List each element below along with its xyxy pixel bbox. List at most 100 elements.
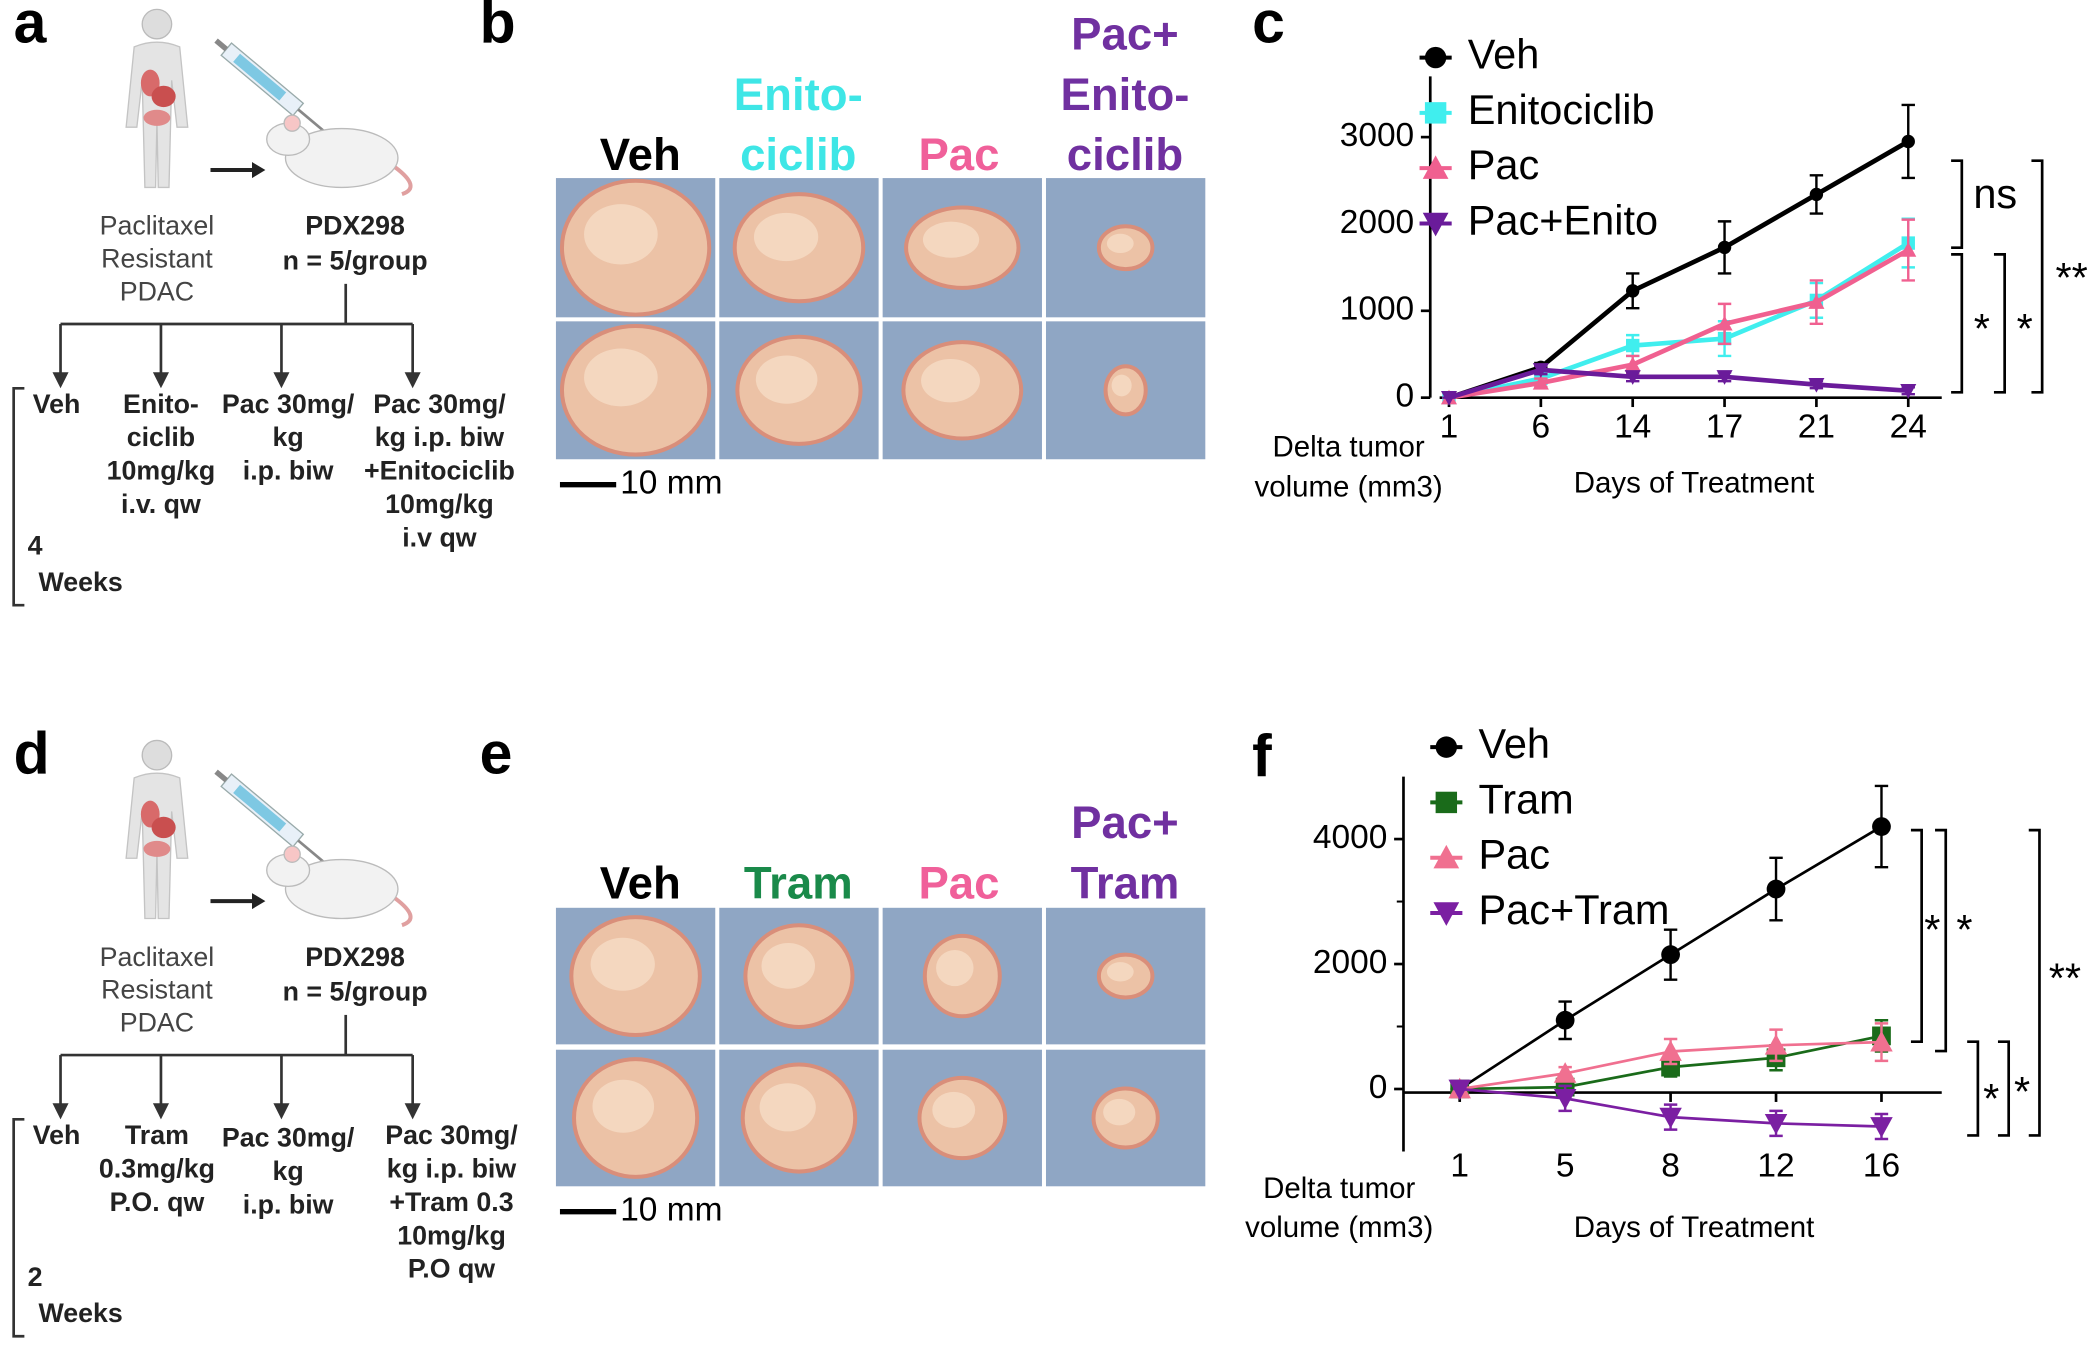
significance-bracket <box>1993 253 2006 394</box>
legend-label: Pac+Enito <box>1468 196 1658 243</box>
tumor-highlight <box>921 358 980 403</box>
significance-label: * <box>2017 305 2033 352</box>
tumor-highlight <box>753 212 819 262</box>
group-header: Pac <box>918 129 999 180</box>
source-text: Resistant <box>101 975 213 1005</box>
group-header: Pac+ <box>1071 9 1179 60</box>
duration-text: 4 <box>28 531 43 561</box>
data-point <box>1809 187 1824 202</box>
group-text: i.p. biw <box>243 1189 334 1219</box>
group-text: 10mg/kg <box>385 489 494 519</box>
data-point <box>1764 1113 1788 1135</box>
significance-label: ns <box>1973 170 2017 217</box>
tumor-highlight <box>584 348 658 407</box>
data-point <box>1808 294 1825 309</box>
x-tick-label: 8 <box>1661 1147 1680 1184</box>
group-header: Veh <box>600 129 681 180</box>
x-tick-label: 17 <box>1706 408 1743 445</box>
panel-letter: e <box>480 721 513 786</box>
group-text: Pac 30mg/ <box>373 389 506 419</box>
x-axis-label: Days of Treatment <box>1574 1211 1815 1244</box>
data-point <box>1766 879 1786 899</box>
y-tick-label: 4000 <box>1313 819 1387 856</box>
data-point <box>1808 377 1825 393</box>
legend-marker <box>1424 46 1447 69</box>
group-header: Tram <box>744 857 853 908</box>
legend-marker <box>1433 844 1460 869</box>
group-text: i.v qw <box>402 523 477 553</box>
group-text: ciclib <box>127 422 195 452</box>
y-axis-label: Delta tumor <box>1263 1172 1415 1205</box>
significance-bracket <box>1910 828 1923 1044</box>
data-point <box>1870 1030 1893 1052</box>
group-text: Pac 30mg/ <box>222 389 355 419</box>
x-tick-label: 14 <box>1614 408 1651 445</box>
legend-label: Veh <box>1468 31 1540 78</box>
group-header: Pac+ <box>1071 797 1179 848</box>
model-text: n = 5/group <box>283 977 428 1007</box>
group-text: Veh <box>33 389 81 419</box>
group-header: Tram <box>1071 857 1180 908</box>
panel-letter: c <box>1252 0 1285 55</box>
data-point <box>1661 1057 1680 1077</box>
panel-letter: a <box>14 0 48 55</box>
model-text: PDX298 <box>305 211 405 241</box>
source-text: Paclitaxel <box>100 211 215 241</box>
x-tick-label: 21 <box>1798 408 1835 445</box>
significance-bracket <box>2028 828 2041 1137</box>
legend-label: Pac <box>1478 831 1550 878</box>
x-tick-label: 12 <box>1757 1147 1794 1184</box>
x-tick-label: 24 <box>1890 408 1927 445</box>
panel-letter: f <box>1252 724 1272 789</box>
data-point <box>1626 284 1640 298</box>
y-tick-label: 3000 <box>1340 117 1414 154</box>
scheme-d <box>14 740 421 1336</box>
data-point <box>1900 384 1917 399</box>
panel-letter: b <box>480 0 516 55</box>
group-text: kg i.p. biw <box>387 1153 517 1183</box>
data-point <box>1661 945 1680 965</box>
data-point <box>1626 338 1640 353</box>
y-tick-label: 0 <box>1369 1069 1388 1106</box>
group-text: kg <box>273 1156 304 1186</box>
x-axis-label: Days of Treatment <box>1574 466 1815 499</box>
significance-label: * <box>2014 1068 2030 1115</box>
significance-bracket <box>1997 1040 2011 1137</box>
group-text: 10mg/kg <box>397 1220 506 1250</box>
data-point <box>1532 374 1549 390</box>
significance-label: * <box>1924 906 1940 953</box>
tumor-highlight <box>1111 374 1132 397</box>
tumor-highlight <box>936 949 974 987</box>
model-text: PDX298 <box>305 942 405 972</box>
scheme-a <box>14 9 421 605</box>
y-tick-label: 2000 <box>1313 944 1387 981</box>
group-text: Veh <box>33 1120 81 1150</box>
tumor-highlight <box>759 1083 816 1132</box>
y-tick-label: 1000 <box>1340 291 1414 328</box>
legend-marker <box>1422 155 1449 179</box>
source-text: PDAC <box>120 1007 194 1037</box>
legend-marker <box>1433 902 1460 926</box>
significance-label: ** <box>2049 954 2081 1001</box>
source-text: Resistant <box>101 244 213 274</box>
group-text: i.v. qw <box>121 489 201 519</box>
legend-marker <box>1422 212 1449 237</box>
group-header: Enito- <box>1061 69 1190 120</box>
significance-bracket <box>1935 828 1948 1053</box>
tumor-photos <box>555 178 1206 1187</box>
group-header: Veh <box>600 857 681 908</box>
tumor-highlight <box>932 1091 976 1129</box>
group-text: P.O qw <box>408 1254 495 1284</box>
duration-text: 2 <box>28 1262 43 1292</box>
group-text: +Enitociclib <box>364 456 515 486</box>
group-header: ciclib <box>1067 129 1183 180</box>
significance-bracket <box>1951 253 1964 394</box>
significance-label: * <box>1956 906 1972 953</box>
significance-bracket <box>1951 159 1964 250</box>
significance-label: ** <box>2055 254 2087 301</box>
data-point <box>1716 315 1733 331</box>
source-text: PDAC <box>120 276 194 306</box>
significance-label: * <box>1974 305 1990 352</box>
data-point <box>1870 1117 1893 1138</box>
series-line <box>1448 367 1909 400</box>
